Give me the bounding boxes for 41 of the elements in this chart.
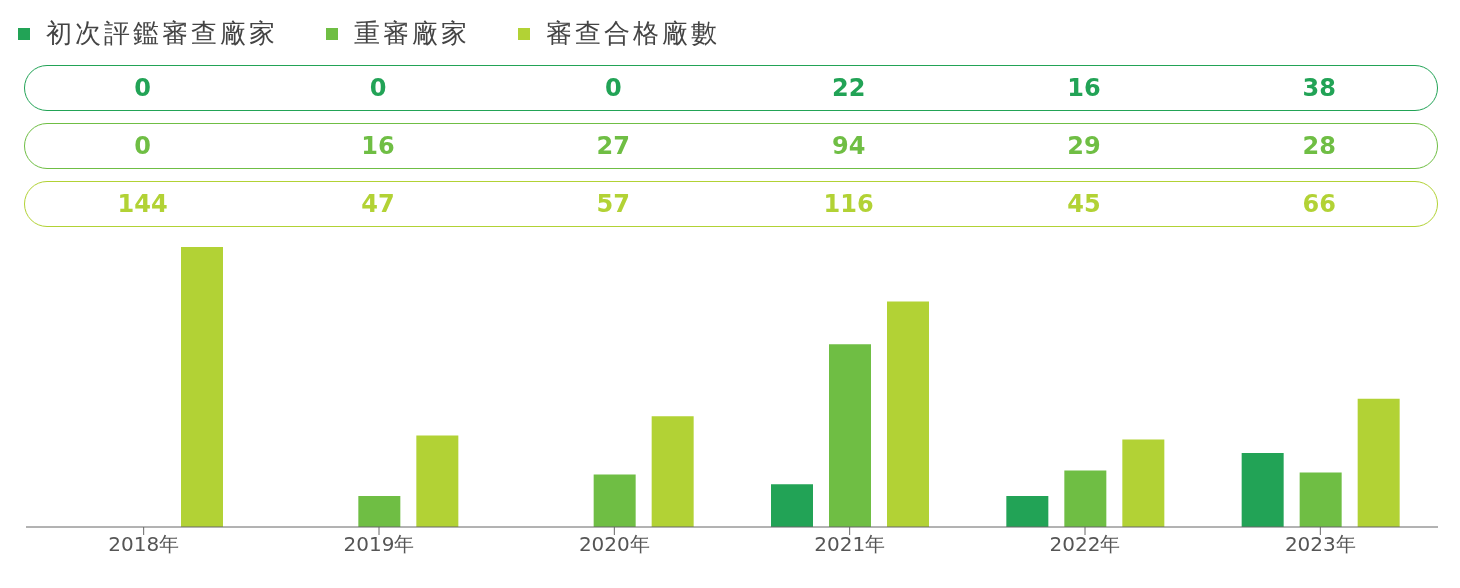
bar [887,301,929,527]
data-label: 0 [133,74,152,102]
data-label: 16 [360,132,396,160]
bar [1357,398,1400,527]
bar [1006,495,1049,527]
bar [358,495,401,527]
x-tick-label: 2021年 [814,532,886,557]
x-tick-label: 2018年 [108,532,180,557]
bar [416,435,459,527]
legend-label: 審查合格廠數 [546,17,720,50]
data-label: 38 [1301,74,1337,102]
bar [1299,472,1342,527]
x-tick-label: 2019年 [343,532,415,557]
bar [651,416,694,527]
bar [1241,453,1284,527]
data-label: 22 [830,74,867,102]
data-label: 144 [116,190,169,218]
bar [829,344,871,527]
data-label: 16 [1066,74,1102,102]
data-label: 66 [1301,190,1337,218]
bar [1122,439,1165,527]
data-label: 29 [1066,132,1102,160]
data-label: 0 [368,74,388,102]
legend-label: 初次評鑑審查廠家 [46,17,278,50]
legend-label: 重審廠家 [354,17,470,50]
data-label: 28 [1301,132,1337,160]
data-label: 94 [830,132,867,160]
data-label: 0 [603,74,623,102]
x-tick-label: 2023年 [1284,532,1356,557]
data-label: 45 [1066,190,1102,218]
bar [181,247,223,527]
data-label: 57 [595,190,631,218]
bar [1064,470,1107,527]
x-tick-label: 2020年 [578,532,650,557]
data-label: 116 [822,190,875,218]
bar [771,484,813,527]
data-label: 47 [360,190,396,218]
data-label: 0 [133,132,152,160]
data-label: 27 [595,132,631,160]
bar [593,474,636,527]
x-tick-label: 2022年 [1049,532,1121,557]
